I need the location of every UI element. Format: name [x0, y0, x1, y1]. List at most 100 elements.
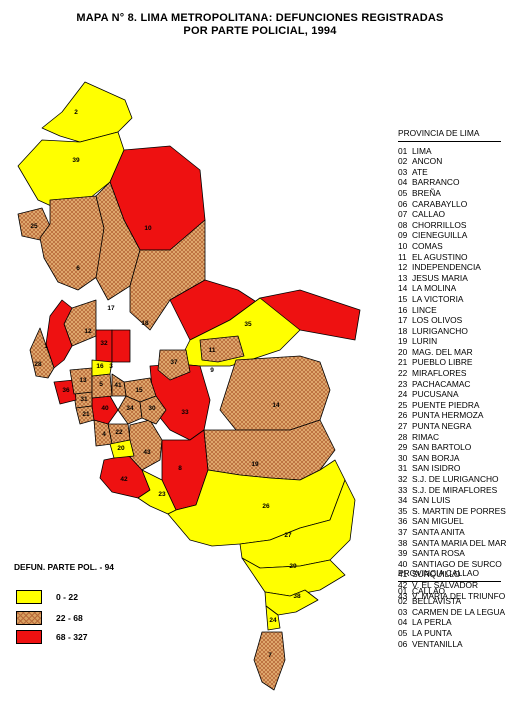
lima-legend-name: RIMAC — [412, 431, 439, 442]
lima-legend-item: 33 S.J. DE MIRAFLORES — [398, 485, 506, 496]
district-region-16 — [91, 359, 113, 377]
district-label-7: 7 — [268, 652, 272, 659]
lima-legend-name: PUNTA HERMOZA — [412, 410, 484, 421]
lima-legend-name: PUCUSANA — [412, 389, 459, 400]
lima-legend-number: 24 — [398, 389, 408, 400]
lima-legend-item: 40 SANTIAGO DE SURCO — [398, 559, 506, 570]
lima-legend-name: LIMA — [412, 145, 432, 156]
lima-legend-number: 22 — [398, 368, 408, 379]
lima-legend-name: CARABAYLLO — [412, 198, 468, 209]
district-label-10: 10 — [144, 225, 152, 232]
lima-legend-number: 07 — [398, 209, 408, 220]
map-title-line2: POR PARTE POLICIAL, 1994 — [183, 25, 337, 37]
callao-district-legend: PROVINCIA CALLAO 01 CALLAO 02 BELLAVISTA 03 C… — [398, 568, 505, 649]
lima-legend-item: 05 BREÑA — [398, 188, 506, 199]
district-label-29: 29 — [289, 563, 297, 570]
lima-legend-item: 38 SANTA MARIA DEL MAR — [398, 538, 506, 549]
callao-legend-name: VENTANILLA — [412, 638, 463, 649]
lima-legend-item: 14 LA MOLINA — [398, 283, 506, 294]
callao-legend-item: 04 LA PERLA — [398, 617, 505, 628]
lima-legend-number: 30 — [398, 452, 408, 463]
key-row-mid: 22 - 68 — [16, 611, 83, 625]
lima-legend-number: 13 — [398, 272, 408, 283]
lima-legend-item: 10 COMAS — [398, 241, 506, 252]
lima-legend-item: 02 ANCON — [398, 156, 506, 167]
district-region-37 — [157, 349, 191, 381]
callao-district-list: 01 CALLAO 02 BELLAVISTA 03 CARMEN DE LA LEGUA… — [398, 586, 505, 650]
lima-legend-number: 25 — [398, 399, 408, 410]
callao-legend-header: PROVINCIA CALLAO — [398, 568, 479, 578]
lima-legend-item: 42 V. EL SALVADOR — [398, 580, 506, 591]
lima-legend-name: BARRANCO — [412, 177, 460, 188]
key-row-high: 68 - 327 — [16, 630, 88, 644]
map-title-line1: MAPA N° 8. LIMA METROPOLITANA: DEFUNCION… — [76, 12, 444, 24]
lima-legend-name: LURIGANCHO — [412, 325, 468, 336]
lima-legend-item: 29 SAN BARTOLO — [398, 442, 506, 453]
lima-legend-item: 31 SAN ISIDRO — [398, 463, 506, 474]
lima-legend-number: 08 — [398, 219, 408, 230]
callao-legend-number: 02 — [398, 596, 408, 607]
district-label-15: 15 — [135, 387, 143, 394]
district-label-28: 28 — [34, 361, 42, 368]
lima-legend-number: 09 — [398, 230, 408, 241]
callao-legend-number: 04 — [398, 617, 408, 628]
key-label-low: 0 - 22 — [56, 592, 78, 602]
lima-legend-item: 09 CIENEGUILLA — [398, 230, 506, 241]
lima-legend-item: 43 V. MARIA DEL TRIUNFO — [398, 591, 506, 602]
callao-legend-item: 03 CARMEN DE LA LEGUA — [398, 607, 505, 618]
lima-legend-item: 17 LOS OLIVOS — [398, 315, 506, 326]
lima-legend-item: 01 LIMA — [398, 146, 506, 157]
district-label-8: 8 — [178, 465, 182, 472]
district-label-38: 38 — [293, 593, 301, 600]
lima-legend-name: ANCON — [412, 156, 443, 167]
district-label-14: 14 — [272, 402, 280, 409]
lima-legend-name: SAN LUIS — [412, 495, 451, 506]
district-label-22: 22 — [115, 429, 123, 436]
callao-legend-name: CALLAO — [412, 585, 446, 596]
lima-legend-number: 23 — [398, 378, 408, 389]
district-label-1: 1 — [44, 343, 48, 350]
district-region-1 — [45, 299, 73, 369]
lima-legend-number: 33 — [398, 484, 408, 495]
lima-legend-name: SAN MIGUEL — [412, 516, 464, 527]
key-label-mid: 22 - 68 — [56, 613, 83, 623]
lima-legend-item: 04 BARRANCO — [398, 177, 506, 188]
district-label-37: 37 — [170, 359, 178, 366]
lima-legend-number: 39 — [398, 548, 408, 559]
lima-legend-item: 39 SANTA ROSA — [398, 548, 506, 559]
callao-legend-name: LA PUNTA — [412, 627, 452, 638]
district-label-39: 39 — [72, 157, 80, 164]
district-label-27: 27 — [284, 532, 292, 539]
district-label-36: 36 — [62, 387, 70, 394]
lima-legend-item: 24 PUCUSANA — [398, 389, 506, 400]
district-label-32: 32 — [100, 340, 108, 347]
district-label-13: 13 — [79, 377, 87, 384]
lima-legend-number: 26 — [398, 410, 408, 421]
district-region-21 — [75, 405, 95, 425]
district-label-40: 40 — [101, 405, 109, 412]
district-label-3: 3 — [109, 363, 113, 370]
district-label-17: 17 — [107, 305, 115, 312]
district-label-5: 5 — [99, 381, 103, 388]
callao-legend-item: 05 LA PUNTA — [398, 628, 505, 639]
lima-legend-name: CIENEGUILLA — [412, 230, 468, 241]
district-label-24: 24 — [269, 617, 277, 624]
lima-legend-name: PUEBLO LIBRE — [412, 357, 473, 368]
district-label-30: 30 — [148, 405, 156, 412]
district-region-7 — [253, 631, 286, 691]
lima-legend-item: 23 PACHACAMAC — [398, 379, 506, 390]
district-label-33: 33 — [181, 409, 189, 416]
lima-legend-item: 30 SAN BORJA — [398, 453, 506, 464]
lima-legend-number: 15 — [398, 293, 408, 304]
lima-legend-number: 05 — [398, 187, 408, 198]
district-region-20 — [109, 439, 135, 459]
lima-legend-item: 03 ATE — [398, 167, 506, 178]
lima-legend-name: INDEPENDENCIA — [412, 262, 481, 273]
lima-legend-item: 19 LURIN — [398, 336, 506, 347]
district-region-30 — [139, 395, 167, 425]
lima-legend-number: 01 — [398, 145, 408, 156]
lima-legend-item: 11 EL AGUSTINO — [398, 252, 506, 263]
lima-legend-name: MAG. DEL MAR — [412, 346, 473, 357]
callao-legend-number: 05 — [398, 627, 408, 638]
